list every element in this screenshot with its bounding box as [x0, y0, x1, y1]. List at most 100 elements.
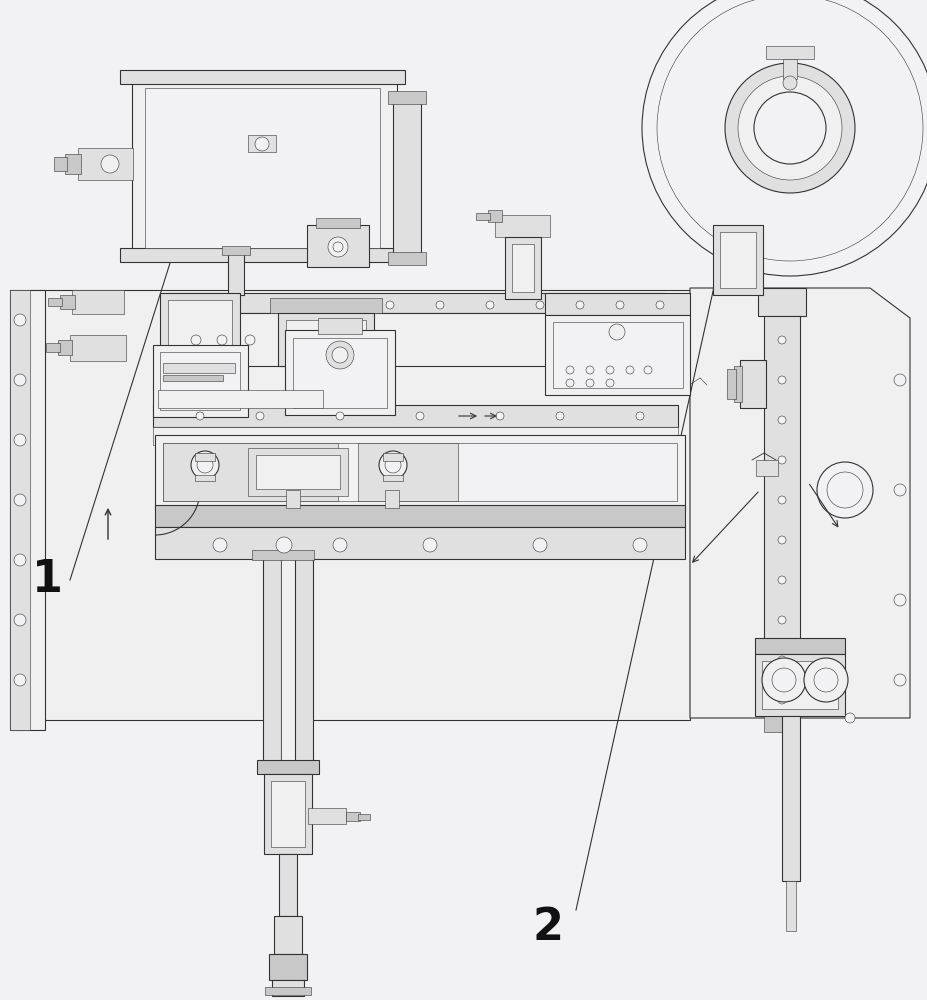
Circle shape — [213, 538, 227, 552]
Bar — [273, 916, 301, 954]
Circle shape — [196, 412, 204, 420]
Bar — [385, 490, 399, 508]
Circle shape — [336, 412, 344, 420]
Circle shape — [777, 656, 785, 664]
Bar — [165, 293, 665, 313]
Bar — [755, 654, 844, 716]
Bar — [163, 363, 235, 373]
Bar — [761, 661, 837, 709]
Circle shape — [893, 484, 905, 496]
Bar — [248, 448, 348, 496]
Circle shape — [333, 538, 347, 552]
Circle shape — [565, 379, 574, 387]
Bar — [272, 980, 304, 996]
Circle shape — [737, 76, 841, 180]
Circle shape — [777, 336, 785, 344]
Bar — [65, 154, 81, 174]
Circle shape — [14, 434, 26, 446]
Bar — [145, 88, 379, 248]
Circle shape — [325, 341, 353, 369]
Circle shape — [536, 301, 543, 309]
Bar — [60, 295, 75, 309]
Bar — [719, 232, 756, 288]
Circle shape — [777, 456, 785, 464]
Bar — [346, 812, 360, 821]
Circle shape — [635, 412, 643, 420]
Bar — [763, 714, 799, 732]
Bar — [153, 427, 678, 445]
Circle shape — [643, 366, 652, 374]
Circle shape — [655, 301, 664, 309]
Bar — [163, 443, 677, 501]
Bar — [544, 315, 690, 395]
Circle shape — [378, 451, 407, 479]
Circle shape — [217, 335, 227, 345]
Circle shape — [605, 366, 614, 374]
Text: 2: 2 — [532, 906, 563, 950]
Bar — [48, 298, 62, 306]
Bar — [120, 248, 404, 262]
Circle shape — [532, 538, 546, 552]
Circle shape — [565, 366, 574, 374]
Circle shape — [14, 614, 26, 626]
Circle shape — [14, 494, 26, 506]
Circle shape — [14, 314, 26, 326]
Circle shape — [14, 554, 26, 566]
Circle shape — [777, 536, 785, 544]
Bar — [293, 338, 387, 408]
Circle shape — [724, 63, 854, 193]
Circle shape — [893, 594, 905, 606]
Bar — [383, 475, 402, 481]
Bar — [785, 881, 795, 931]
Bar — [70, 335, 126, 361]
Bar — [257, 760, 319, 774]
Circle shape — [386, 301, 394, 309]
Bar — [504, 237, 540, 299]
Bar — [248, 135, 275, 152]
Circle shape — [893, 674, 905, 686]
Bar — [78, 148, 133, 180]
Circle shape — [753, 92, 825, 164]
Bar — [544, 293, 690, 315]
Circle shape — [415, 412, 424, 420]
Bar — [252, 550, 313, 560]
Bar — [195, 453, 215, 461]
Bar — [392, 98, 421, 253]
Bar — [270, 298, 382, 313]
Bar — [756, 460, 777, 476]
Circle shape — [761, 658, 806, 702]
Bar — [10, 290, 30, 730]
Circle shape — [782, 76, 796, 90]
Circle shape — [585, 366, 593, 374]
Bar — [358, 814, 370, 820]
Bar — [739, 360, 765, 408]
Bar — [318, 318, 362, 334]
Bar — [153, 405, 678, 427]
Circle shape — [826, 472, 862, 508]
Circle shape — [555, 412, 564, 420]
Bar — [155, 435, 684, 510]
Circle shape — [275, 537, 292, 553]
Bar — [46, 343, 60, 352]
Bar — [755, 638, 844, 654]
Bar — [168, 300, 232, 362]
Bar — [155, 505, 684, 527]
Bar — [263, 774, 311, 854]
Bar — [57, 340, 72, 355]
Circle shape — [608, 324, 624, 340]
Bar — [163, 443, 337, 501]
Bar — [316, 218, 360, 228]
Bar — [387, 252, 425, 265]
Circle shape — [632, 538, 646, 552]
Bar — [222, 246, 249, 255]
Bar — [285, 330, 395, 415]
Circle shape — [777, 496, 785, 504]
Circle shape — [656, 0, 922, 261]
Circle shape — [256, 412, 263, 420]
Circle shape — [777, 616, 785, 624]
Circle shape — [585, 379, 593, 387]
Bar — [271, 781, 305, 847]
Circle shape — [197, 457, 213, 473]
Circle shape — [332, 347, 348, 363]
Circle shape — [14, 674, 26, 686]
